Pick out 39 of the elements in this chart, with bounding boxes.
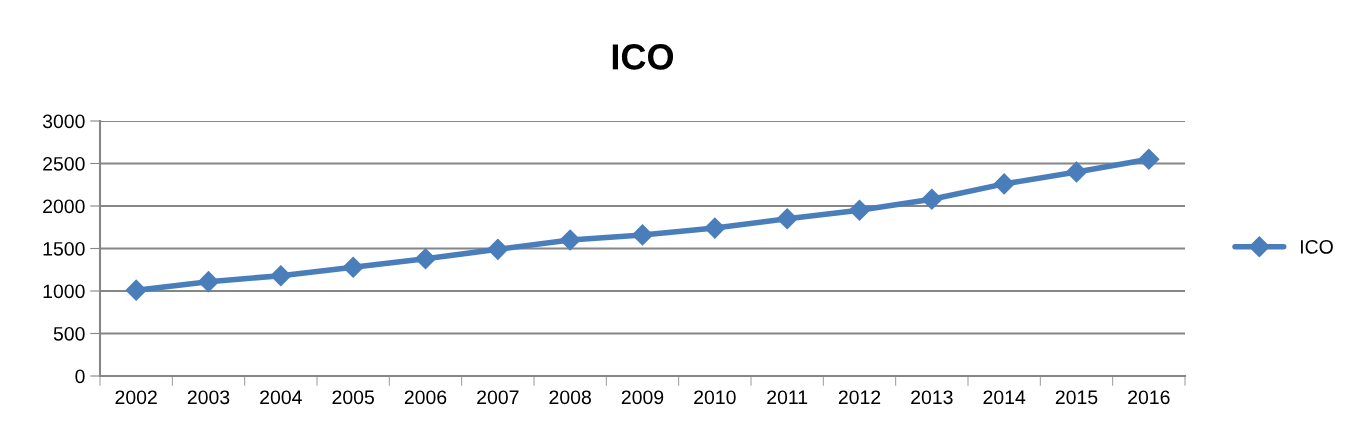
point [993,173,1015,195]
point [631,224,654,246]
y-tick-label: 1000 [43,284,85,299]
x-tick-label: 2016 [1128,390,1170,405]
x-tick-label: 2009 [621,390,664,405]
point [848,199,871,221]
x-tick-label: 2014 [983,390,1026,405]
x-tick-label: 2007 [477,390,519,405]
y-tick-label: 3000 [42,114,85,129]
x-tick-label: 2011 [767,390,808,405]
point [197,271,220,293]
y-tick-label: 0 [75,369,85,384]
y-tick-label: 2500 [43,156,85,171]
x-tick-label: 2005 [332,390,374,405]
point [125,279,147,301]
y-tick-label: 500 [53,326,85,341]
legend-label: ICO [1301,239,1333,254]
chart-title: ICO [612,44,674,70]
y-tick-label: 2000 [43,199,85,214]
x-tick-label: 2006 [404,390,447,405]
point [414,248,437,270]
point [559,229,581,251]
x-tick-label: 2003 [187,390,230,405]
x-tick-label: 2004 [260,390,302,405]
point [704,217,726,239]
point [776,208,798,230]
point [1065,161,1088,183]
x-tick-label: 2002 [115,390,157,405]
point [342,256,364,278]
x-tick-label: 2008 [549,390,591,405]
point [921,188,943,210]
x-tick-label: 2012 [838,390,881,405]
point [270,265,292,287]
y-tick-label: 1500 [43,241,85,256]
point [487,238,509,260]
point [1138,148,1160,170]
x-tick-label: 2013 [911,390,953,405]
x-tick-label: 2015 [1055,390,1098,405]
x-tick-label: 2010 [694,390,736,405]
